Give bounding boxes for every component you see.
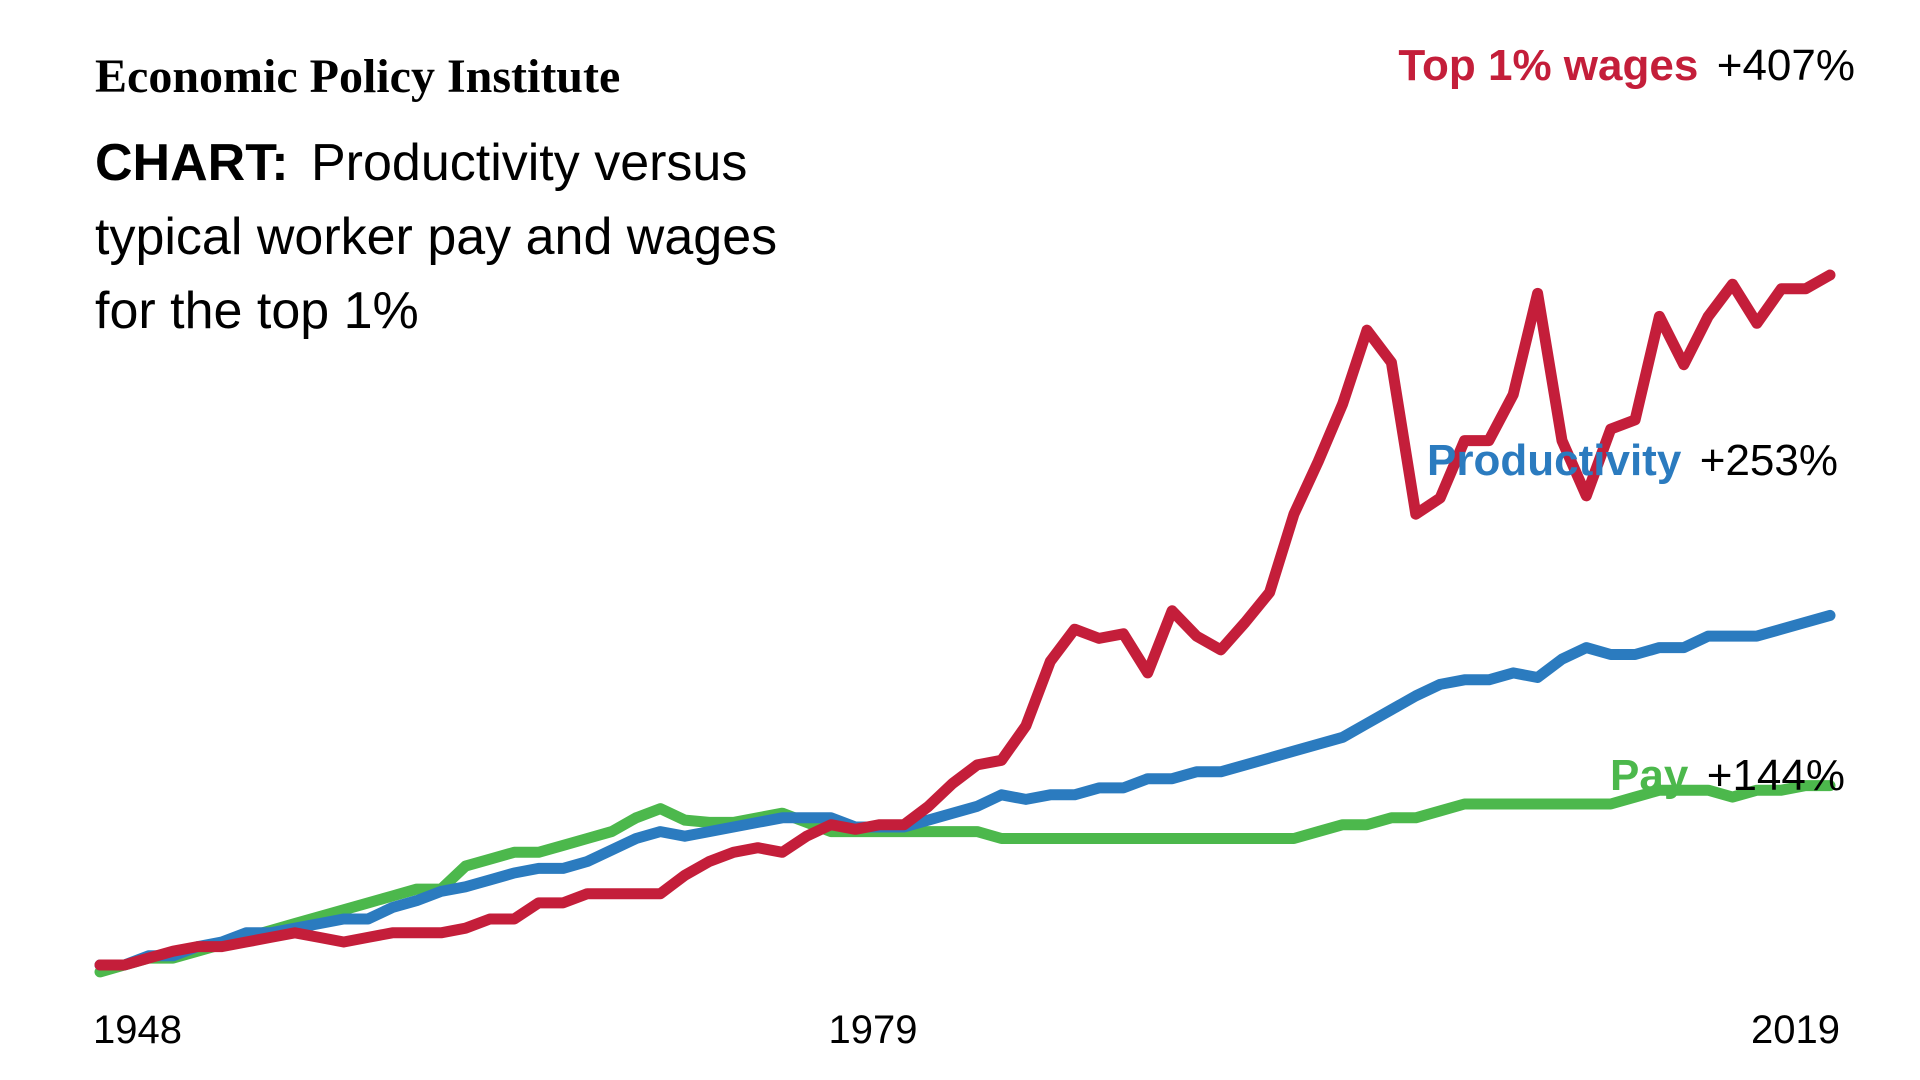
series-label-top1-wages: Top 1% wages +407% bbox=[1398, 41, 1855, 90]
series-line-productivity bbox=[94, 609, 1836, 971]
x-tick-1979: 1979 bbox=[829, 1008, 918, 1052]
chart-title-line-2: typical worker pay and wages bbox=[95, 208, 777, 266]
chart-title-line-3: for the top 1% bbox=[95, 282, 419, 340]
brand-logo-text: Economic Policy Institute bbox=[95, 50, 620, 103]
series-change-pay: +144% bbox=[1707, 751, 1845, 800]
series-label-productivity: Productivity +253% bbox=[1427, 436, 1838, 485]
series-change-productivity: +253% bbox=[1700, 436, 1838, 485]
series-name-productivity: Productivity bbox=[1427, 436, 1682, 485]
series-name-top1-wages: Top 1% wages bbox=[1398, 41, 1698, 90]
chart-title-prefix: CHART: bbox=[95, 134, 289, 192]
x-tick-2019: 2019 bbox=[1751, 1008, 1840, 1052]
series-change-top1-wages: +407% bbox=[1717, 41, 1855, 90]
x-tick-1948: 1948 bbox=[93, 1008, 182, 1052]
series-line-top1-wages bbox=[94, 269, 1836, 971]
chart-title-text-1: Productivity versus bbox=[311, 134, 747, 192]
series-lines bbox=[94, 269, 1836, 978]
series-line-pay bbox=[94, 780, 1836, 978]
chart-title-line-1: CHART: Productivity versus bbox=[95, 134, 747, 192]
series-name-pay: Pay bbox=[1610, 751, 1689, 800]
series-label-pay: Pay +144% bbox=[1610, 751, 1845, 800]
